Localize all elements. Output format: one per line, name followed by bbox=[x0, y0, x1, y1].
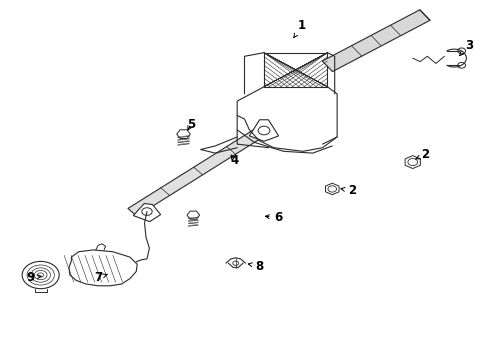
Polygon shape bbox=[186, 211, 199, 219]
Text: 4: 4 bbox=[230, 154, 238, 167]
Text: 1: 1 bbox=[293, 19, 305, 38]
Polygon shape bbox=[133, 203, 160, 222]
Polygon shape bbox=[69, 250, 137, 286]
Polygon shape bbox=[264, 53, 327, 87]
Polygon shape bbox=[176, 130, 190, 139]
Text: 6: 6 bbox=[265, 211, 282, 224]
Text: 5: 5 bbox=[186, 118, 195, 131]
Text: 8: 8 bbox=[248, 260, 263, 273]
Circle shape bbox=[258, 126, 269, 135]
Polygon shape bbox=[128, 126, 268, 216]
Polygon shape bbox=[249, 120, 278, 141]
Text: 9: 9 bbox=[27, 271, 41, 284]
Circle shape bbox=[22, 261, 59, 289]
Text: 7: 7 bbox=[94, 271, 107, 284]
Circle shape bbox=[142, 208, 152, 215]
Circle shape bbox=[457, 48, 465, 54]
Circle shape bbox=[457, 62, 465, 68]
Polygon shape bbox=[404, 156, 420, 168]
Polygon shape bbox=[325, 183, 338, 195]
Text: 3: 3 bbox=[459, 39, 472, 55]
Text: 2: 2 bbox=[340, 184, 355, 197]
Text: 2: 2 bbox=[415, 148, 428, 161]
Polygon shape bbox=[322, 10, 429, 72]
